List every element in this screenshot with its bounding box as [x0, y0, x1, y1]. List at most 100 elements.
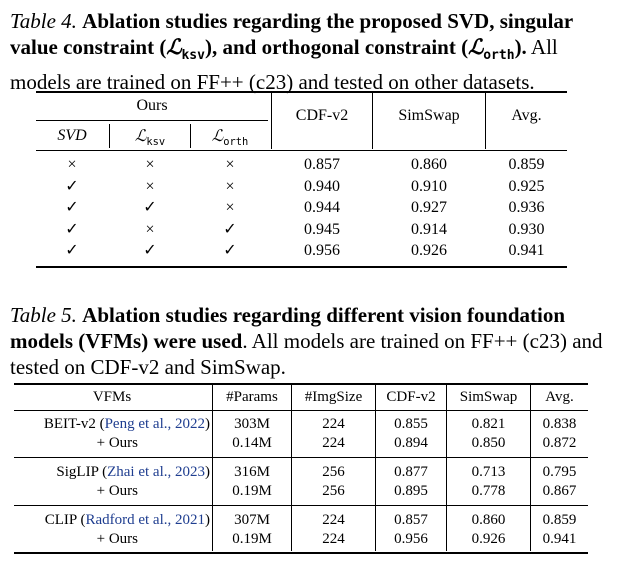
- table5-vline-5: [530, 385, 531, 551]
- table4-cell-simswap: 0.927: [411, 199, 447, 216]
- table5-cell-cdf: 0.877: [394, 464, 428, 480]
- table5-vline-2: [291, 385, 292, 551]
- table5-cell-cdf: 0.895: [394, 483, 428, 499]
- table4-cell-avg: 0.925: [508, 178, 545, 195]
- table5-vline-3: [375, 385, 376, 551]
- table4-col-svd-label: SVD: [57, 127, 87, 144]
- table4-cell-avg: 0.941: [508, 242, 545, 259]
- table4-cell-cdf: 0.945: [304, 221, 340, 238]
- table5-cell-avg: 0.941: [542, 531, 577, 547]
- table5-caption-label: Table 5.: [10, 303, 77, 327]
- table4-col-cdf: CDF-v2: [295, 107, 349, 124]
- table5-cell-cdf: 0.857: [394, 512, 428, 528]
- table5-cell-avg: 0.795: [542, 464, 577, 480]
- table5-ours-label: + Ours: [96, 435, 138, 451]
- table5-group-rule-1: [14, 457, 588, 458]
- math-L-ksv-subscript: ksv: [181, 48, 205, 64]
- table5-ours-label: + Ours: [96, 531, 138, 547]
- table4-top-rule: [36, 91, 567, 93]
- table5-vline-4: [446, 385, 447, 551]
- table4-cell-orth: ✓: [223, 242, 237, 259]
- table4-cell-ksv: ×: [145, 221, 155, 238]
- table5-model-name: SigLIP (Zhai et al., 2023): [56, 464, 210, 480]
- table4-header-ours: Ours: [136, 97, 168, 114]
- table5-cell-cdf: 0.855: [394, 416, 428, 432]
- table4-caption-rest: All models are trained on FF++ (c23) and…: [10, 35, 558, 95]
- table4-cell-ksv: ×: [145, 156, 155, 173]
- table4-cell-cdf: 0.940: [304, 178, 340, 195]
- table4-col-ksv-subscript: ksv: [146, 136, 166, 149]
- table5-cell-imgsize: 256: [322, 483, 345, 499]
- table4-cell-simswap: 0.926: [411, 242, 447, 259]
- table5-caption-rest: . All models are trained on FF++ (c23) a…: [10, 329, 603, 379]
- table5-cell-avg: 0.859: [542, 512, 577, 528]
- table5-cell-params: 0.19M: [232, 483, 272, 499]
- table5-header-rule: [14, 410, 588, 411]
- table4-vline-1: [271, 93, 272, 149]
- table5-cell-imgsize: 224: [322, 435, 345, 451]
- table4-cell-orth: ×: [225, 199, 235, 216]
- table5-cell-simswap: 0.778: [471, 483, 506, 499]
- table4-cell-ksv: ✓: [143, 199, 157, 216]
- table4-vline-sub-1: [109, 124, 110, 148]
- table4-caption-label: Table 4.: [10, 9, 77, 33]
- table4-header-rule: [36, 150, 567, 151]
- table5-cell-params: 0.14M: [232, 435, 272, 451]
- table5-cell-imgsize: 224: [322, 416, 345, 432]
- table4-cell-simswap: 0.914: [411, 221, 447, 238]
- table4-cell-svd: ×: [67, 156, 77, 173]
- table5-col-avg: Avg.: [545, 389, 574, 405]
- table5-col-cdf: CDF-v2: [386, 389, 436, 405]
- table4-cell-orth: ×: [225, 178, 235, 195]
- table4-caption: Table 4. Ablation studies regarding the …: [10, 8, 610, 95]
- table4-vline-2: [372, 93, 373, 149]
- table5-model-name: CLIP (Radford et al., 2021): [44, 512, 210, 528]
- table4-cell-svd: ✓: [65, 242, 79, 259]
- math-L-orth: ℒorth: [468, 34, 514, 63]
- table5-cell-params: 307M: [234, 512, 270, 528]
- table4-col-ksv-symbol: ℒ: [134, 126, 147, 145]
- table4-col-ksv: ℒksv: [110, 126, 190, 152]
- math-L-orth-subscript: orth: [483, 48, 515, 64]
- table5-cell-cdf: 0.956: [394, 531, 428, 547]
- table5-top-rule: [14, 383, 588, 385]
- math-L-ksv-symbol: ℒ: [166, 34, 182, 59]
- table4-vline-sub-2: [190, 124, 191, 148]
- table5-cell-avg: 0.872: [542, 435, 577, 451]
- table5-model-label: SigLIP: [56, 464, 99, 480]
- table5-group-rule-2: [14, 505, 588, 506]
- table5-cell-avg: 0.867: [542, 483, 577, 499]
- table4-col-simswap: SimSwap: [398, 107, 460, 124]
- citation-link[interactable]: Zhai et al., 2023: [107, 464, 205, 480]
- table5-model-name: BEIT-v2 (Peng et al., 2022): [43, 416, 210, 432]
- table5-col-simswap: SimSwap: [459, 389, 518, 405]
- table5-cell-simswap: 0.821: [471, 416, 506, 432]
- table5-cell-simswap: 0.713: [471, 464, 506, 480]
- table4-cell-simswap: 0.860: [411, 156, 447, 173]
- table5-col-params: #Params: [226, 389, 278, 405]
- table5-cell-simswap: 0.850: [471, 435, 506, 451]
- table5-cell-params: 0.19M: [232, 531, 272, 547]
- table5-caption: Table 5. Ablation studies regarding diff…: [10, 302, 610, 380]
- table4-cell-cdf: 0.956: [304, 242, 340, 259]
- table4-col-orth-symbol: ℒ: [211, 126, 224, 145]
- citation-link[interactable]: Peng et al., 2022: [104, 416, 205, 432]
- table4-cell-cdf: 0.857: [304, 156, 340, 173]
- table4-caption-bold-a: Ablation studies regarding the proposed …: [10, 9, 573, 59]
- citation-link[interactable]: Radford et al., 2021: [85, 512, 205, 528]
- table5-model-label: CLIP: [44, 512, 77, 528]
- table4-col-avg: Avg.: [511, 107, 542, 124]
- table4-cell-svd: ✓: [65, 178, 79, 195]
- table4-caption-bold: Ablation studies regarding the proposed …: [10, 9, 573, 63]
- table4-cell-orth: ×: [225, 156, 235, 173]
- table4-cell-avg: 0.936: [508, 199, 545, 216]
- table5-cell-imgsize: 224: [322, 531, 345, 547]
- table4-col-orth: ℒorth: [191, 126, 269, 152]
- table5-cell-simswap: 0.926: [471, 531, 506, 547]
- table5-ours-label: + Ours: [96, 483, 138, 499]
- table5-cell-imgsize: 224: [322, 512, 345, 528]
- table5-model-label: BEIT-v2: [43, 416, 96, 432]
- table5-col-imgsize: #ImgSize: [304, 389, 363, 405]
- table4-cell-simswap: 0.910: [411, 178, 447, 195]
- table4-col-orth-subscript: orth: [223, 136, 249, 149]
